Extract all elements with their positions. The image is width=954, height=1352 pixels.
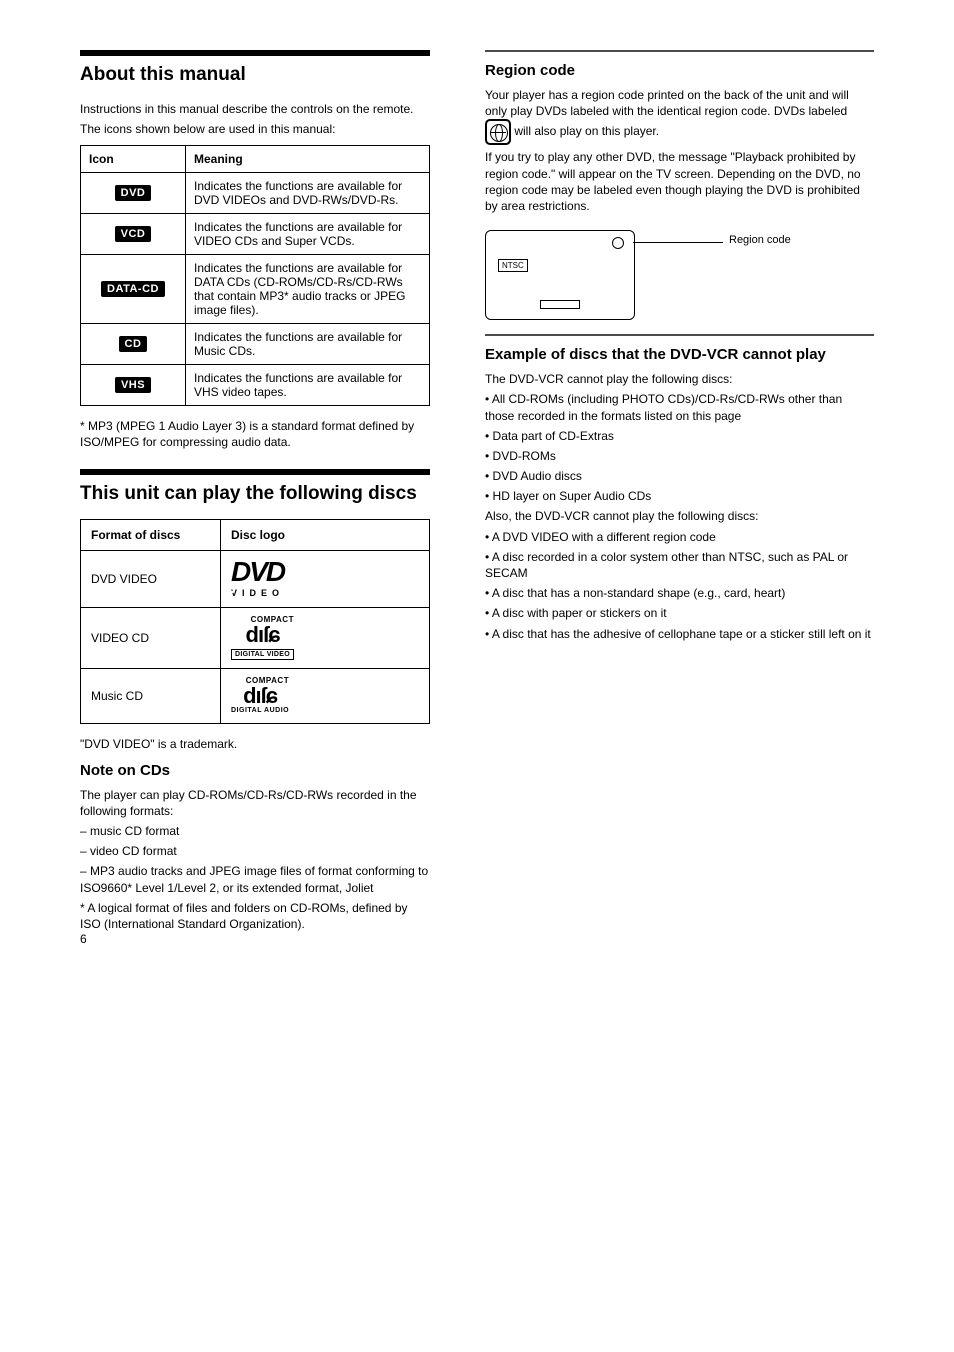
col-header-format: Format of discs xyxy=(81,520,221,551)
cell-meaning: Indicates the functions are available fo… xyxy=(186,255,430,324)
list-item: • DVD-ROMs xyxy=(485,448,874,464)
list-item: – video CD format xyxy=(80,843,430,859)
cd-badge: CD xyxy=(119,336,148,352)
table-row: DVD VIDEO DVD VIDEO xyxy=(81,551,430,607)
vcd-logo: COMPACT dıſɕ DIGITAL VIDEO xyxy=(221,607,430,668)
cell-meaning: Indicates the functions are available fo… xyxy=(186,365,430,406)
col-header-icon: Icon xyxy=(81,146,186,173)
table-row: VCD Indicates the functions are availabl… xyxy=(81,214,430,255)
note-on-cds-title: Note on CDs xyxy=(80,762,430,779)
section-about-title: About this manual xyxy=(80,64,430,87)
list-item: – music CD format xyxy=(80,823,430,839)
audio-cd-logo: COMPACT dıſɕ DIGITAL AUDIO xyxy=(221,668,430,723)
globe-all-icon xyxy=(485,119,511,145)
iso-footnote: * A logical format of files and folders … xyxy=(80,900,430,932)
dvd-badge: DVD xyxy=(115,185,152,201)
list-item: • A disc with paper or stickers on it xyxy=(485,605,874,621)
table-row: DVD Indicates the functions are availabl… xyxy=(81,173,430,214)
region-code-p2: If you try to play any other DVD, the me… xyxy=(485,149,874,214)
cell-meaning: Indicates the functions are available fo… xyxy=(186,214,430,255)
mp3-footnote: * MP3 (MPEG 1 Audio Layer 3) is a standa… xyxy=(80,418,430,450)
list-item: • Data part of CD-Extras xyxy=(485,428,874,444)
list-item: • HD layer on Super Audio CDs xyxy=(485,488,874,504)
dvd-video-logo: DVD VIDEO xyxy=(221,551,430,607)
disc-format-table: Format of discs Disc logo DVD VIDEO DVD … xyxy=(80,519,430,723)
list-item: – MP3 audio tracks and JPEG image files … xyxy=(80,863,430,895)
note-on-cds-intro: The player can play CD-ROMs/CD-Rs/CD-RWs… xyxy=(80,787,430,819)
col-header-logo: Disc logo xyxy=(221,520,430,551)
page-number: 6 xyxy=(80,932,87,946)
table-row: VHS Indicates the functions are availabl… xyxy=(81,365,430,406)
region-code-title: Region code xyxy=(485,62,874,79)
cell-format: Music CD xyxy=(81,668,221,723)
divider xyxy=(80,50,430,56)
divider xyxy=(485,50,874,52)
list-item: • DVD Audio discs xyxy=(485,468,874,484)
intro-text-2: The icons shown below are used in this m… xyxy=(80,121,430,137)
col-header-meaning: Meaning xyxy=(186,146,430,173)
cannot-play-intro: The DVD-VCR cannot play the following di… xyxy=(485,371,874,387)
list-item: • All CD-ROMs (including PHOTO CDs)/CD-R… xyxy=(485,391,874,423)
cell-format: VIDEO CD xyxy=(81,607,221,668)
icon-meaning-table: Icon Meaning DVD Indicates the functions… xyxy=(80,145,430,406)
divider xyxy=(485,334,874,336)
vcd-badge: VCD xyxy=(115,226,152,242)
region-code-p1: Your player has a region code printed on… xyxy=(485,87,874,145)
table-row: Music CD COMPACT dıſɕ DIGITAL AUDIO xyxy=(81,668,430,723)
trademark-note: "DVD VIDEO" is a trademark. xyxy=(80,736,430,752)
table-row: CD Indicates the functions are available… xyxy=(81,324,430,365)
list-item: • A disc that has the adhesive of cellop… xyxy=(485,626,874,642)
region-code-label: Region code xyxy=(729,234,791,246)
vhs-badge: VHS xyxy=(115,377,151,393)
cannot-play-title: Example of discs that the DVD-VCR cannot… xyxy=(485,346,874,363)
also-cannot-intro: Also, the DVD-VCR cannot play the follow… xyxy=(485,508,874,524)
datacd-badge: DATA-CD xyxy=(101,281,165,297)
table-row: VIDEO CD COMPACT dıſɕ DIGITAL VIDEO xyxy=(81,607,430,668)
divider xyxy=(80,469,430,475)
table-row: DATA-CD Indicates the functions are avai… xyxy=(81,255,430,324)
cell-format: DVD VIDEO xyxy=(81,551,221,607)
list-item: • A disc that has a non-standard shape (… xyxy=(485,585,874,601)
cell-meaning: Indicates the functions are available fo… xyxy=(186,173,430,214)
intro-text: Instructions in this manual describe the… xyxy=(80,101,430,117)
list-item: • A DVD VIDEO with a different region co… xyxy=(485,529,874,545)
dvd-case-diagram: NTSC Region code xyxy=(485,230,874,320)
list-item: • A disc recorded in a color system othe… xyxy=(485,549,874,581)
cell-meaning: Indicates the functions are available fo… xyxy=(186,324,430,365)
section-playable-title: This unit can play the following discs xyxy=(80,483,430,506)
